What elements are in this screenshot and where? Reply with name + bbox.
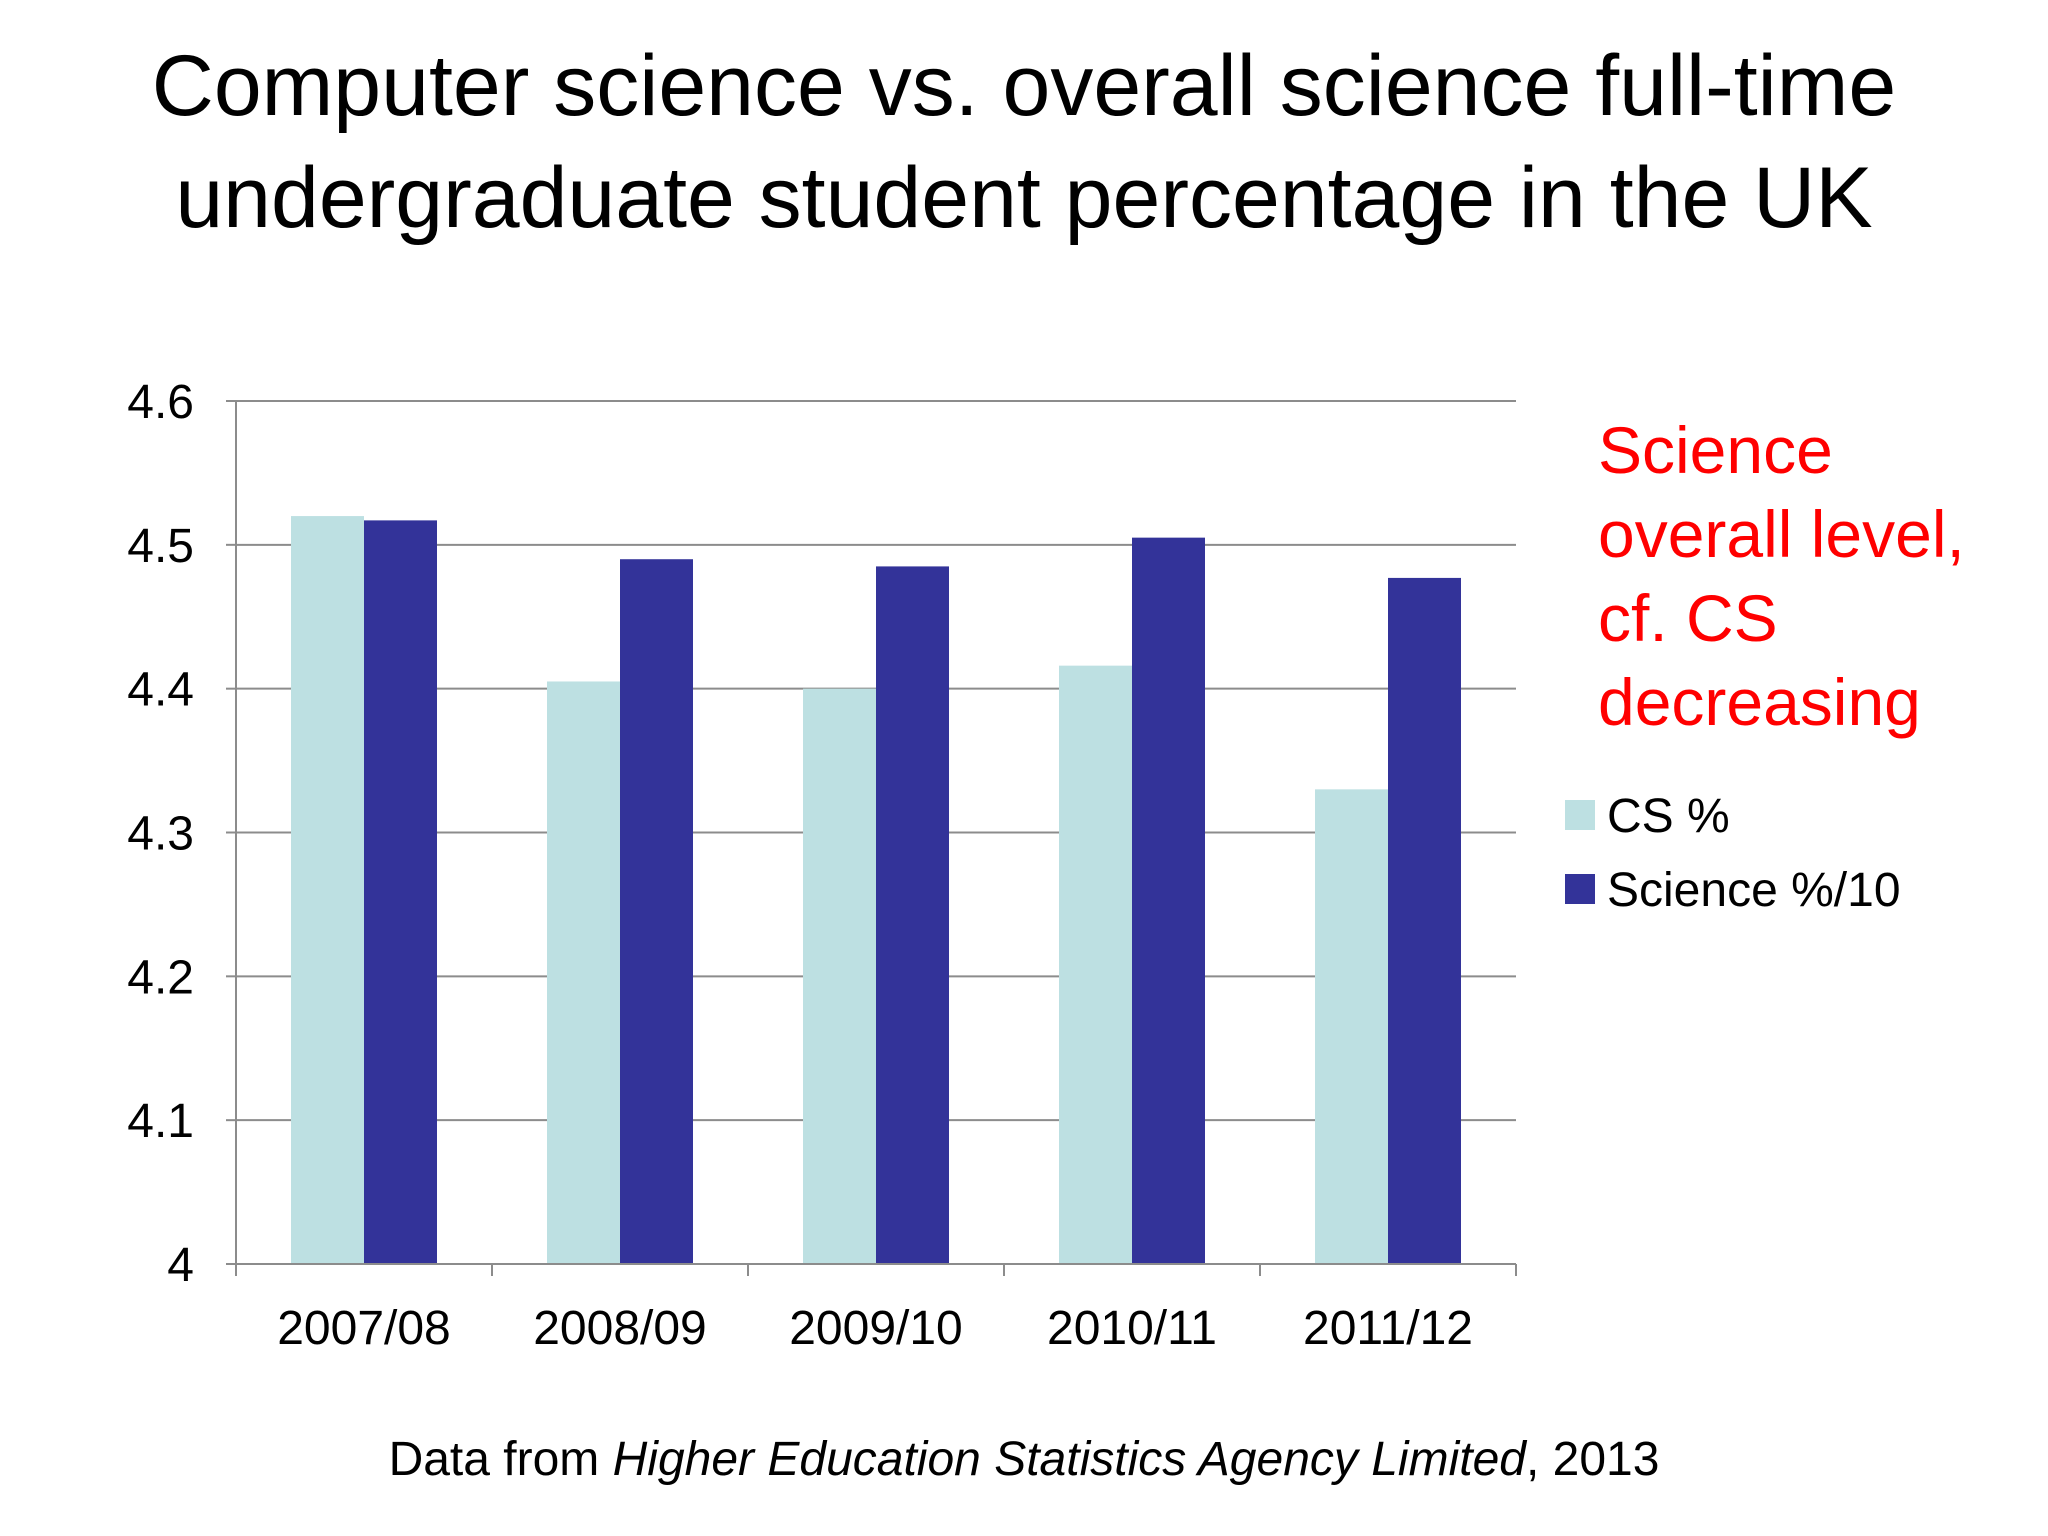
source-prefix: Data from xyxy=(388,1433,613,1486)
legend-swatch xyxy=(1565,874,1595,904)
x-tick-label: 2008/09 xyxy=(533,1302,707,1355)
y-tick-label: 4.4 xyxy=(127,664,194,717)
bar-cs-4 xyxy=(1315,789,1388,1264)
x-tick-label: 2011/12 xyxy=(1303,1302,1473,1355)
slide-title-line-2: undergraduate student percentage in the … xyxy=(175,150,1873,246)
bars xyxy=(291,516,1461,1264)
slide-title-line-1: Computer science vs. overall science ful… xyxy=(151,38,1897,134)
y-tick-label: 4.3 xyxy=(127,808,194,861)
annotation-line: overall level, xyxy=(1598,497,1965,571)
source-italic: Higher Education Statistics Agency Limit… xyxy=(612,1433,1526,1486)
y-tick-label: 4.5 xyxy=(127,520,194,573)
slide-title: Computer science vs. overall science ful… xyxy=(0,30,2048,254)
bar-science-0 xyxy=(364,520,437,1264)
annotation-note: Science overall level, cf. CS decreasing xyxy=(1598,408,1965,744)
x-tick-label: 2007/08 xyxy=(277,1302,451,1355)
y-tick-label: 4 xyxy=(167,1239,194,1292)
bar-science-2 xyxy=(876,566,949,1264)
y-tick-label: 4.6 xyxy=(127,376,194,429)
legend-label: CS % xyxy=(1607,790,1730,843)
bar-science-4 xyxy=(1388,577,1461,1264)
annotation-line: Science xyxy=(1598,413,1833,487)
legend: CS % Science %/10 xyxy=(1565,790,1901,917)
bar-science-1 xyxy=(620,559,693,1264)
bar-science-3 xyxy=(1132,537,1205,1264)
bar-cs-1 xyxy=(547,681,620,1264)
annotation-line: cf. CS xyxy=(1598,581,1778,655)
bar-cs-3 xyxy=(1059,665,1132,1264)
source-suffix: , 2013 xyxy=(1525,1433,1660,1486)
y-tick-label: 4.2 xyxy=(127,951,194,1004)
bar-cs-0 xyxy=(291,516,364,1264)
annotation-line: decreasing xyxy=(1598,665,1921,739)
tick-labels: 4 4.1 4.2 4.3 4.4 4.5 4.6 2007/08 2008/09 2009/10… xyxy=(127,376,1473,1355)
x-tick-label: 2010/11 xyxy=(1047,1302,1217,1355)
y-tick-label: 4.1 xyxy=(127,1095,194,1148)
x-tick-label: 2009/10 xyxy=(789,1302,963,1355)
bar-cs-2 xyxy=(803,688,876,1264)
axes xyxy=(226,400,1517,1276)
legend-swatch xyxy=(1565,800,1595,830)
source-citation: Data from Higher Education Statistics Ag… xyxy=(0,1432,2048,1487)
legend-label: Science %/10 xyxy=(1607,864,1901,917)
